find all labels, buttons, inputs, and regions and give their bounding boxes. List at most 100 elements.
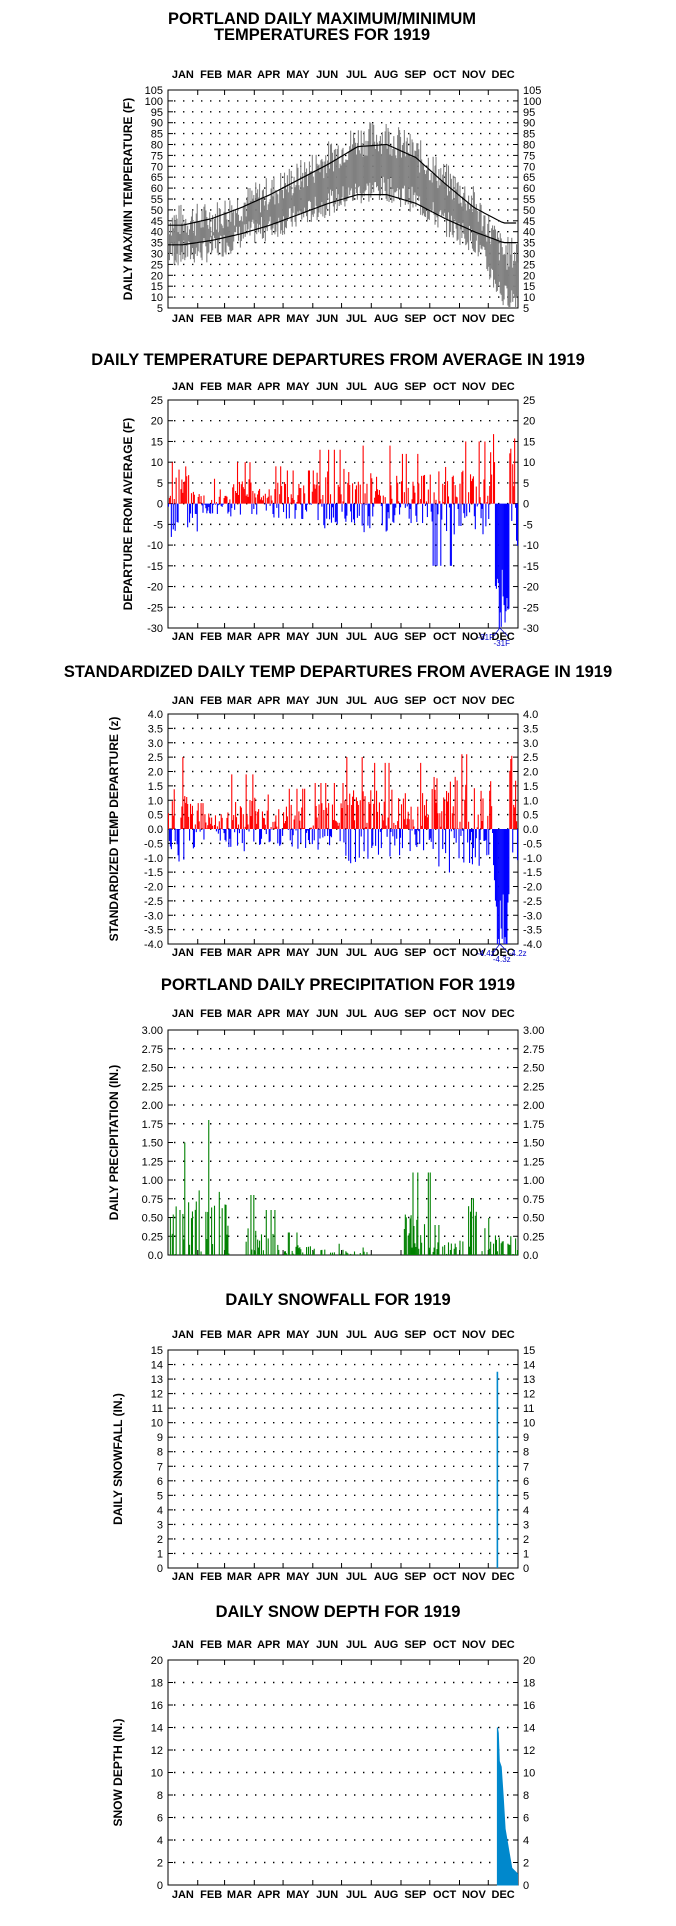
y-tick-label: 2.75 (523, 1044, 544, 1056)
y-tick-label: 4 (157, 1505, 163, 1517)
y-tick-label: 75 (151, 150, 163, 162)
month-label-mar: MAR (227, 1639, 252, 1651)
y-tick-label: 2.75 (142, 1044, 163, 1056)
month-label-nov: NOV (462, 695, 487, 707)
y-tick-label: 40 (523, 227, 535, 239)
y-tick-label: 2.00 (142, 1100, 163, 1112)
y-tick-label: 70 (151, 161, 163, 173)
y-tick-label: 0 (157, 499, 163, 511)
extreme-note: -4.2z (509, 949, 527, 958)
y-tick-label: 5 (523, 478, 529, 490)
month-label-jan: JAN (172, 947, 194, 959)
month-label-jul: JUL (346, 1008, 367, 1020)
y-tick-label: 0.25 (142, 1231, 163, 1243)
chart-title: STANDARDIZED DAILY TEMP DEPARTURES FROM … (64, 663, 612, 681)
chart-title: PORTLAND DAILY PRECIPITATION FOR 1919 (161, 976, 515, 994)
y-tick-label: 14 (151, 1723, 163, 1735)
y-tick-label: 45 (523, 216, 535, 228)
y-tick-label: 1.00 (523, 1175, 544, 1187)
month-label-oct: OCT (433, 695, 457, 707)
marks (167, 122, 519, 308)
y-tick-label: -3.5 (144, 925, 163, 937)
month-label-mar: MAR (227, 1329, 252, 1341)
month-label-jan: JAN (172, 381, 194, 393)
month-label-jul: JUL (346, 1329, 367, 1341)
chart-title: PORTLAND DAILY MAXIMUM/MINIMUM (168, 10, 476, 28)
month-label-mar: MAR (227, 69, 252, 81)
month-label-dec: DEC (492, 313, 515, 325)
extreme-note: -4.4z (477, 949, 495, 958)
month-label-may: MAY (286, 381, 310, 393)
y-tick-label: 2.5 (148, 752, 163, 764)
y-tick-label: 4 (523, 1505, 529, 1517)
month-label-may: MAY (286, 695, 310, 707)
y-tick-label: -4.0 (523, 939, 542, 951)
y-tick-label: 11 (152, 1403, 163, 1415)
y-tick-label: 10 (523, 1418, 535, 1430)
month-label-sep: SEP (404, 381, 426, 393)
y-tick-label: 15 (151, 281, 163, 293)
y-tick-label: 55 (523, 194, 535, 206)
month-label-oct: OCT (433, 1571, 457, 1583)
grid (168, 399, 518, 629)
y-axis-label: DAILY SNOWFALL (IN.) (111, 1393, 125, 1525)
month-label-aug: AUG (374, 1639, 398, 1651)
y-tick-label: 14 (523, 1360, 535, 1372)
extreme-note: -4.3z (493, 955, 511, 964)
y-tick-label: 13 (523, 1374, 535, 1386)
y-tick-label: 100 (145, 96, 163, 108)
y-tick-label: 65 (523, 172, 535, 184)
month-label-jan: JAN (172, 631, 194, 643)
month-label-oct: OCT (433, 69, 457, 81)
y-tick-label: 6 (157, 1813, 163, 1825)
y-tick-label: 40 (151, 227, 163, 239)
month-label-may: MAY (286, 1571, 310, 1583)
y-tick-label: 4 (523, 1835, 529, 1847)
y-tick-label: 10 (151, 457, 163, 469)
y-tick-label: 15 (523, 281, 535, 293)
y-tick-label: -3.5 (523, 925, 542, 937)
month-label-aug: AUG (374, 381, 398, 393)
month-label-apr: APR (257, 1008, 280, 1020)
y-tick-label: 6 (523, 1813, 529, 1825)
month-label-may: MAY (286, 1329, 310, 1341)
y-tick-label: 0.5 (148, 810, 163, 822)
y-tick-label: 6 (157, 1476, 163, 1488)
y-tick-label: 0.0 (148, 824, 163, 836)
y-tick-label: 1.5 (523, 781, 538, 793)
month-label-feb: FEB (200, 1889, 222, 1901)
month-label-aug: AUG (374, 1329, 398, 1341)
y-tick-label: 3 (523, 1519, 529, 1531)
plot-frame (167, 1029, 519, 1256)
y-tick-label: 2.00 (523, 1100, 544, 1112)
y-tick-label: 8 (523, 1447, 529, 1459)
month-label-sep: SEP (404, 1889, 426, 1901)
chart-temps: PORTLAND DAILY MAXIMUM/MINIMUMTEMPERATUR… (121, 10, 541, 325)
y-tick-label: 0 (157, 1563, 163, 1575)
y-tick-label: 20 (523, 270, 535, 282)
y-tick-label: 8 (157, 1447, 163, 1459)
y-tick-label: 0 (523, 499, 529, 511)
y-tick-label: -1.5 (144, 867, 163, 879)
month-label-jan: JAN (172, 1329, 194, 1341)
y-tick-label: 105 (145, 85, 163, 97)
y-axis-label: DEPARTURE FROM AVERAGE (F) (121, 418, 135, 610)
y-tick-label: 15 (523, 1345, 535, 1357)
y-tick-label: 3.5 (148, 723, 163, 735)
month-label-dec: DEC (492, 69, 515, 81)
y-tick-label: 1.25 (523, 1156, 544, 1168)
marks (167, 754, 519, 944)
y-tick-label: 2.0 (523, 767, 538, 779)
grid (168, 1029, 518, 1256)
y-tick-label: 0.75 (142, 1194, 163, 1206)
month-label-feb: FEB (200, 313, 222, 325)
month-label-aug: AUG (374, 69, 398, 81)
y-tick-label: 20 (151, 416, 163, 428)
month-label-oct: OCT (433, 631, 457, 643)
y-tick-label: -10 (523, 540, 539, 552)
y-tick-label: 2.25 (523, 1081, 544, 1093)
grid (168, 1349, 518, 1569)
normal-low-line (168, 194, 517, 246)
month-label-may: MAY (286, 947, 310, 959)
